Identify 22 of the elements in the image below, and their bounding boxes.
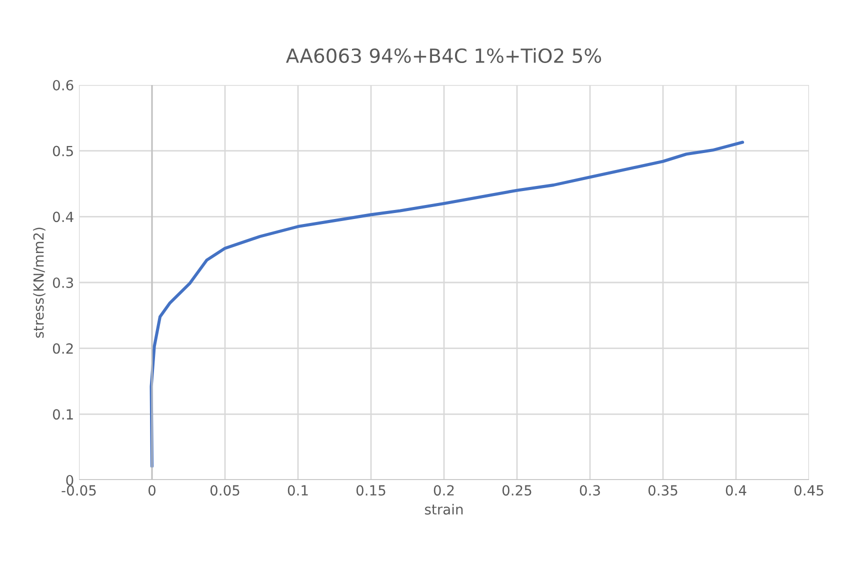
chart-title: AA6063 94%+B4C 1%+TiO2 5% [286,48,602,64]
y-tick-label: 0.3 [52,277,74,288]
x-axis-title: strain [424,504,463,515]
x-tick-label: 0 [148,485,156,496]
x-tick-label: 0.2 [434,485,454,496]
x-tick-label: 0.4 [726,485,746,496]
y-tick-label: 0.5 [52,146,73,156]
x-tick-label: 0.25 [502,485,532,496]
x-tick-label: 0.35 [648,485,678,496]
x-tick-label: 0.1 [288,485,308,496]
y-axis-title: stress(KN/mm2) [33,228,46,338]
x-tick-label: -0.05 [62,485,96,496]
x-tick-label: 0.05 [210,485,240,496]
y-tick-label: 0.6 [52,80,74,90]
y-tick-label: 0 [66,474,74,486]
x-tick-label: 0.15 [356,485,386,496]
y-tick-label: 0.2 [52,343,73,354]
x-tick-label: 0.3 [580,485,600,496]
y-tick-label: 0.4 [52,212,74,222]
y-tick-label: 0.1 [52,409,73,420]
line-series [150,140,744,468]
x-tick-label: 0.45 [794,485,824,496]
